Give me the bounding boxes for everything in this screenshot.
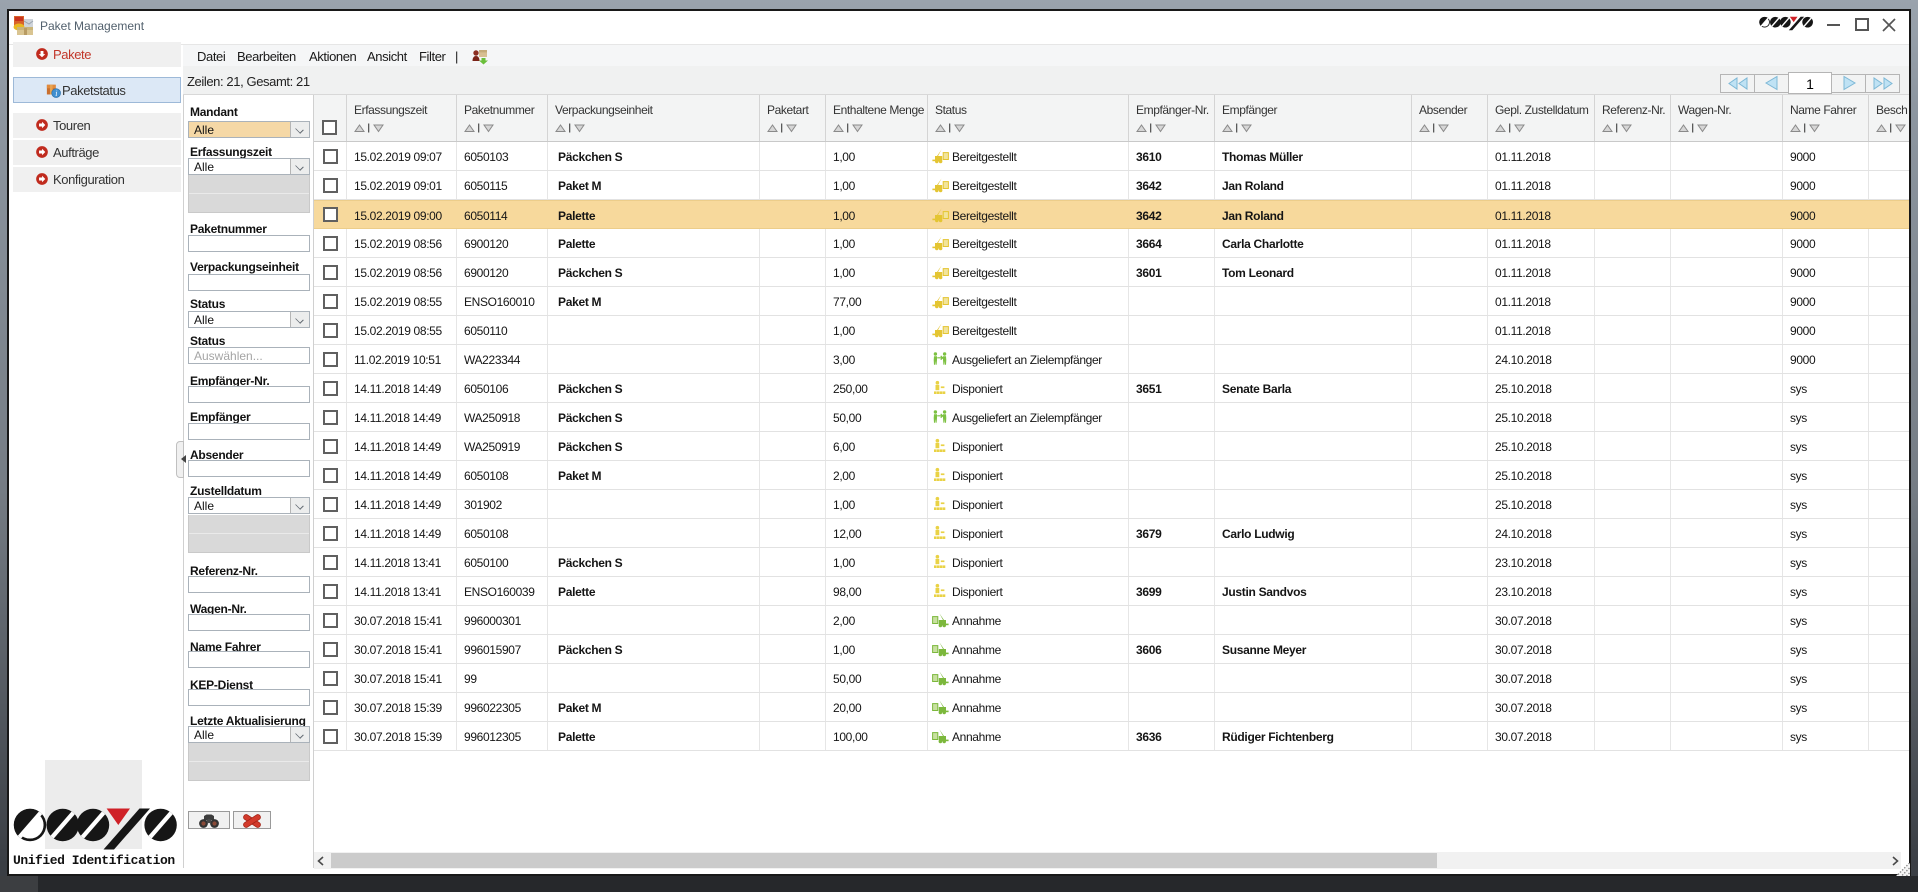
svg-text:i: i xyxy=(55,89,57,98)
